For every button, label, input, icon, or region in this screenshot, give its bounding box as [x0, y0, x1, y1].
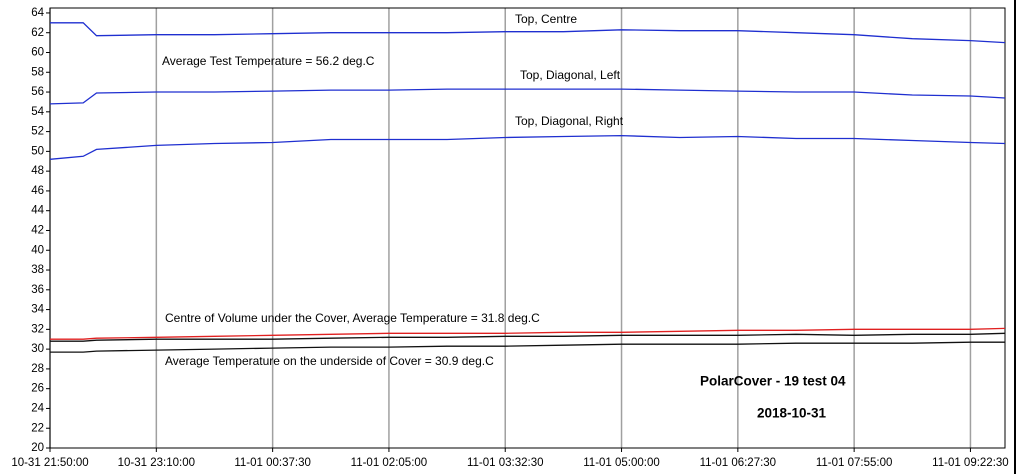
y-tick-label: 26 [31, 383, 44, 395]
y-tick-label: 54 [31, 106, 44, 118]
y-tick-label: 30 [31, 343, 44, 355]
series-label: Top, Diagonal, Left [520, 68, 621, 82]
plot-frame [49, 7, 1006, 449]
x-tick-label: 11-01 03:32:30 [467, 457, 544, 469]
y-tick-label: 42 [31, 225, 44, 237]
y-tick-label: 38 [31, 264, 44, 276]
x-tick-label: 11-01 07:55:00 [816, 457, 893, 469]
x-tick-label: 10-31 21:50:00 [11, 457, 88, 469]
y-tick-label: 20 [31, 442, 44, 454]
annotation: Average Temperature on the underside of … [165, 354, 494, 368]
y-tick-label: 44 [31, 205, 44, 217]
y-tick-label: 34 [31, 304, 44, 316]
y-tick-label: 56 [31, 86, 44, 98]
y-tick-label: 46 [31, 185, 44, 197]
series-label: Top, Diagonal, Right [515, 114, 624, 128]
x-tick-label: 11-01 06:27:30 [700, 457, 777, 469]
x-tick-label: 10-31 23:10:00 [118, 457, 195, 469]
y-tick-label: 58 [31, 66, 44, 78]
series-line [49, 134, 1006, 160]
y-tick-label: 52 [31, 126, 44, 138]
y-tick-label: 48 [31, 165, 44, 177]
series-line [50, 341, 1005, 353]
y-tick-label: 28 [31, 363, 44, 375]
x-tick-label: 11-01 09:22:30 [932, 457, 1009, 469]
annotation: 2018-10-31 [757, 406, 827, 421]
series-line [49, 88, 1006, 105]
y-tick-label: 50 [31, 145, 44, 157]
annotation: Average Test Temperature = 56.2 deg.C [162, 54, 375, 68]
y-tick-label: 36 [31, 284, 44, 296]
y-tick-label: 22 [31, 422, 44, 434]
series-line [50, 22, 1006, 44]
x-tick-label: 11-01 00:37:30 [234, 457, 311, 469]
series-line [50, 327, 1006, 340]
y-tick-label: 60 [31, 47, 44, 59]
y-tick-label: 64 [31, 7, 44, 19]
series-line [50, 332, 1006, 342]
annotation: PolarCover - 19 test 04 [700, 374, 846, 389]
x-tick-label: 11-01 02:05:00 [351, 457, 428, 469]
y-tick-label: 62 [31, 27, 44, 39]
annotation: Centre of Volume under the Cover, Averag… [165, 311, 540, 325]
y-tick-label: 24 [31, 402, 44, 414]
x-tick-label: 11-01 05:00:00 [583, 457, 660, 469]
y-tick-label: 32 [31, 323, 44, 335]
series-label: Top, Centre [515, 12, 577, 26]
y-tick-label: 40 [31, 244, 44, 256]
